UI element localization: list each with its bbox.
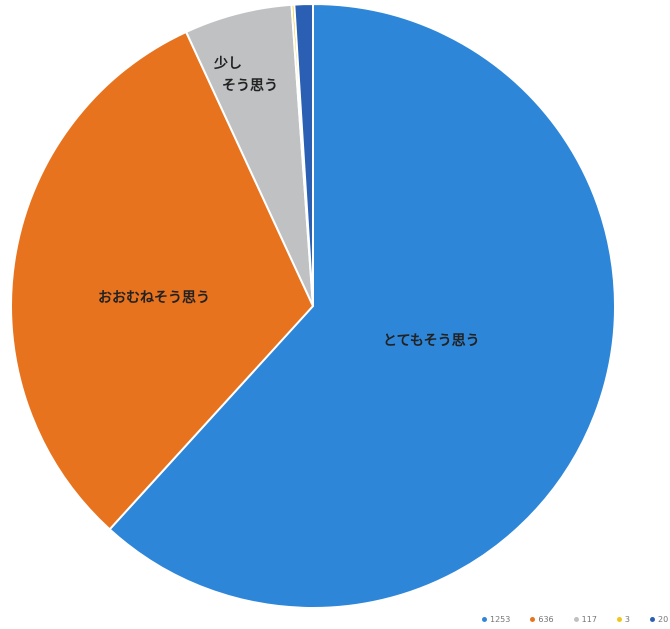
legend-item: 3 [616,614,631,624]
slice-oomune [10,30,315,531]
legend-item: 1253 [482,615,510,624]
slice-small-blue [293,2,314,307]
label-totemo-sou-omou: とてもそう思う [383,333,480,349]
legend-item: 117 [573,614,597,624]
legend: 1253 636 117 3 20 [482,611,668,627]
legend-marker [482,616,487,622]
label-sukoshi: 少し [214,56,242,72]
slice-totemo [108,2,616,609]
legend-item: 20 [650,615,668,624]
legend-item: 636 [530,614,554,624]
legend-label: 636 [538,614,554,624]
legend-label: 20 [658,614,669,624]
legend-label: 1253 [490,614,511,624]
label-oomune-sou-omou: おおむねそう思う [98,290,210,306]
legend-label: 3 [624,614,631,624]
label-sou-omou: そう思う [222,78,278,94]
legend-label: 117 [581,614,597,624]
legend-marker [616,616,622,622]
legend-marker [573,616,579,622]
legend-marker [650,616,656,622]
legend-marker [530,616,536,622]
